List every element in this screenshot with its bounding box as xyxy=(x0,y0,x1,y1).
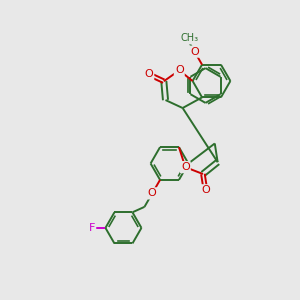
Text: O: O xyxy=(181,162,190,172)
Text: O: O xyxy=(145,69,153,79)
Text: O: O xyxy=(175,65,184,75)
Text: O: O xyxy=(201,185,210,195)
Text: O: O xyxy=(148,188,157,198)
Text: F: F xyxy=(89,223,95,233)
Text: O: O xyxy=(190,46,199,57)
Text: CH₃: CH₃ xyxy=(180,34,198,44)
